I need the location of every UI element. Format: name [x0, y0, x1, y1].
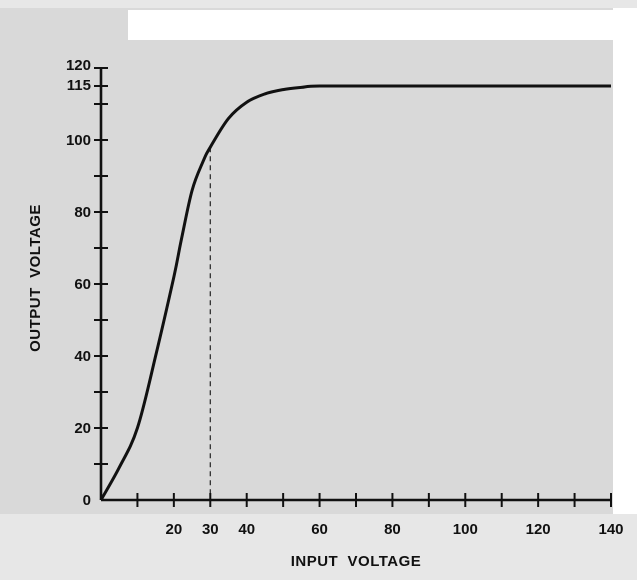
- plot-area: [0, 8, 637, 514]
- y-axis-title: OUTPUT VOLTAGE: [27, 204, 44, 352]
- y-tick-label: 20: [74, 420, 91, 437]
- x-tick-label: 20: [166, 521, 183, 538]
- top-white-band: [128, 10, 613, 40]
- y-tick-label: 60: [74, 276, 91, 293]
- y-tick-label: 100: [66, 132, 91, 149]
- x-tick-label: 120: [526, 521, 551, 538]
- tick-layer: [94, 67, 612, 507]
- y-tick-label: 0: [83, 492, 91, 509]
- curve-layer: [99, 84, 611, 501]
- x-tick-label: 140: [598, 521, 623, 538]
- x-tick-label: 30: [202, 521, 219, 538]
- series-line: [99, 84, 611, 501]
- y-tick-label: 40: [74, 348, 91, 365]
- right-white-strip: [613, 8, 637, 514]
- x-tick-label: 40: [238, 521, 255, 538]
- x-axis-title: INPUT VOLTAGE: [291, 553, 422, 570]
- y-tick-label: 115: [67, 77, 91, 94]
- y-tick-label: 80: [74, 204, 91, 221]
- x-tick-label: 60: [311, 521, 328, 538]
- tick-label-layer: 0 20 40 60 80 100 115 120 20 30 40 60 80 100 120 140: [66, 57, 624, 538]
- x-tick-label: 100: [453, 521, 478, 538]
- y-tick-label: 120: [66, 57, 91, 74]
- x-tick-label: 80: [384, 521, 401, 538]
